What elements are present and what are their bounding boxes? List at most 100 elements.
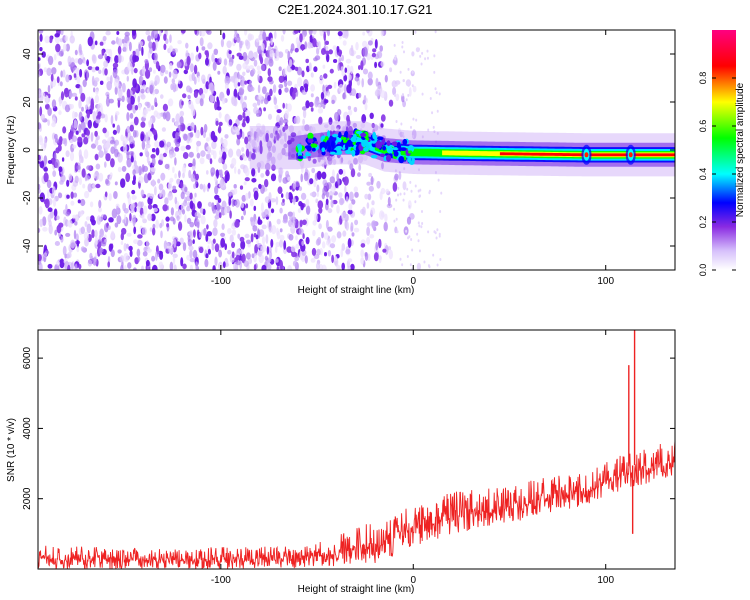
noise-speckle [39,47,43,52]
noise-speckle [274,104,279,110]
noise-speckle [407,67,410,71]
tone-blob [402,138,408,146]
noise-speckle [269,132,274,139]
noise-speckle [207,42,213,50]
noise-speckle [117,45,122,55]
noise-speckle [401,40,404,44]
noise-speckle [186,254,191,261]
tone-blob [396,142,401,149]
noise-speckle [39,161,45,169]
noise-speckle [49,36,53,44]
noise-speckle [222,163,228,170]
noise-speckle [264,255,268,261]
tone-blob [370,154,378,159]
noise-speckle [98,69,102,75]
noise-speckle [350,222,354,232]
noise-speckle [244,109,251,118]
noise-speckle [186,206,191,212]
noise-speckle [168,45,173,53]
noise-speckle [250,127,254,138]
noise-speckle [380,123,384,128]
noise-speckle [126,232,132,237]
noise-speckle [196,145,199,153]
noise-speckle [195,97,201,105]
noise-speckle [155,147,160,156]
noise-speckle [360,249,365,258]
noise-speckle [341,243,346,251]
noise-speckle [199,207,204,214]
noise-speckle [345,58,352,64]
noise-speckle [194,30,198,35]
noise-speckle [192,249,198,259]
noise-speckle [142,109,147,119]
noise-speckle [322,179,328,187]
noise-speckle [108,243,113,252]
noise-speckle [159,222,163,229]
noise-speckle [367,78,373,86]
noise-speckle [104,53,107,60]
noise-speckle [224,174,228,184]
noise-speckle [157,178,161,184]
noise-speckle [436,131,439,135]
noise-speckle [43,167,48,172]
noise-speckle [163,76,168,84]
noise-speckle [76,165,81,170]
noise-speckle [376,180,381,189]
noise-speckle [340,66,344,73]
noise-speckle [70,61,76,72]
noise-speckle [284,110,290,120]
noise-speckle [152,264,158,270]
noise-speckle [397,186,400,190]
noise-speckle [86,165,92,171]
noise-speckle [312,229,316,237]
noise-speckle [264,162,271,171]
x-tick-label: 100 [597,276,614,287]
noise-speckle [214,256,218,267]
noise-speckle [321,48,326,55]
noise-speckle [262,31,267,41]
noise-speckle [405,79,412,87]
noise-speckle [174,173,178,179]
noise-speckle [295,235,298,241]
noise-speckle [60,70,64,78]
noise-speckle [301,106,307,111]
noise-speckle [98,207,102,213]
tone-blob [336,145,343,150]
noise-speckle [126,112,130,122]
noise-speckle [272,84,277,94]
noise-speckle [132,130,137,138]
noise-speckle [139,152,143,157]
noise-speckle [200,93,205,100]
noise-speckle [395,119,398,123]
noise-speckle [104,161,107,168]
noise-speckle [149,193,155,199]
noise-speckle [164,197,169,205]
noise-speckle [364,102,368,111]
noise-speckle [299,219,303,228]
noise-speckle [210,86,214,95]
noise-speckle [125,172,131,183]
noise-speckle [322,186,327,196]
noise-speckle [183,133,188,141]
noise-speckle [55,138,60,144]
noise-speckle [117,166,122,173]
noise-speckle [60,236,64,243]
noise-speckle [78,177,82,186]
noise-speckle [220,237,226,248]
noise-speckle [240,164,246,170]
noise-speckle [198,52,202,60]
x-tick-label: -100 [211,575,231,586]
snr-series [38,330,675,569]
noise-speckle [349,163,354,171]
y-tick-label: -40 [22,238,33,253]
noise-speckle [410,238,413,242]
noise-speckle [133,67,138,74]
noise-speckle [172,69,178,80]
noise-speckle [411,248,414,252]
noise-speckle [103,60,109,68]
noise-speckle [231,198,235,207]
noise-speckle [222,151,227,161]
noise-speckle [214,194,220,200]
tone-blob [307,138,314,144]
noise-speckle [167,192,173,201]
